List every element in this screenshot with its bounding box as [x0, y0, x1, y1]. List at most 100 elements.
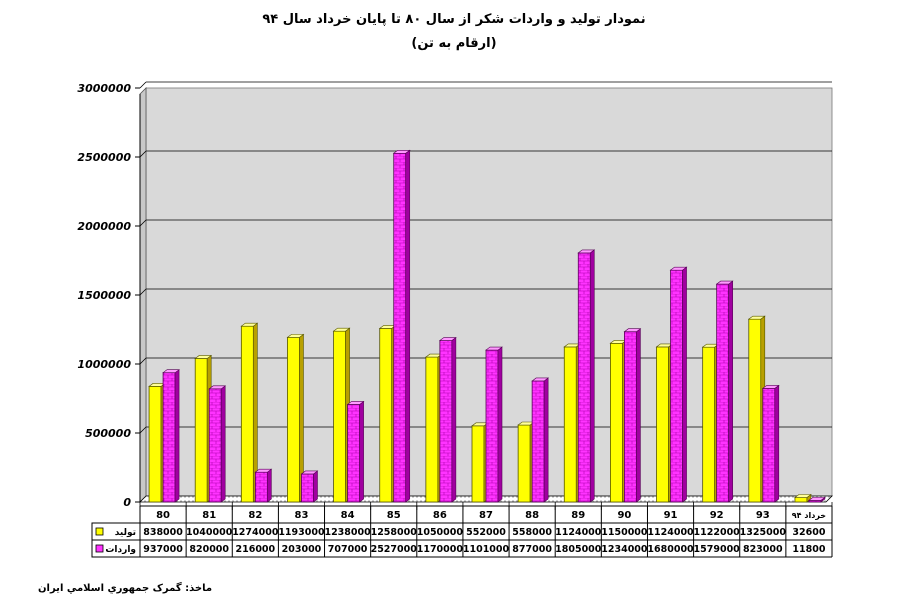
data-label: 937000: [143, 544, 183, 555]
data-label: 707000: [328, 544, 368, 555]
data-label: 1274000: [232, 527, 279, 538]
data-label: 1040000: [186, 527, 233, 538]
bar-imports-front: [254, 471, 268, 503]
bar-imports-top: [208, 385, 227, 390]
data-label: 2527000: [371, 544, 418, 555]
bar-imports-top: [254, 468, 273, 473]
x-tick-label: 84: [341, 510, 355, 521]
data-label: 552000: [466, 527, 506, 538]
bar-imports-top: [392, 149, 411, 154]
bar-production-front: [517, 424, 531, 503]
bar-production-front: [240, 325, 254, 503]
gridline-side: [139, 219, 147, 227]
bar-imports-front: [762, 388, 776, 503]
gridline-side: [139, 81, 147, 89]
bar-production-front: [610, 342, 623, 503]
gridline-side: [139, 357, 147, 365]
bar-production-front: [794, 497, 808, 503]
legend-label-production: تولید: [115, 528, 136, 538]
bar-production-top: [286, 334, 305, 338]
bar-imports-front: [531, 380, 545, 503]
bar-imports-front: [347, 404, 361, 503]
y-tick-label: 1000000: [77, 358, 131, 371]
data-label: 1805000: [555, 544, 602, 555]
gridline-side: [139, 150, 147, 158]
data-label: 823000: [743, 544, 783, 555]
bar-imports-top: [808, 497, 826, 501]
bar-imports-side: [589, 249, 595, 503]
bar-production-front: [287, 336, 300, 503]
chart-title: نمودار تولید و واردات شکر از سال ۸۰ تا پ…: [262, 12, 646, 27]
data-label: 11800: [792, 544, 825, 555]
x-tick-label: ۹۴ خرداد: [792, 511, 826, 520]
bar-imports-side: [267, 468, 272, 503]
x-tick-label: 82: [248, 510, 262, 521]
bar-production-front: [194, 358, 208, 503]
y-tick-label: 2500000: [77, 151, 131, 164]
x-tick-label: 92: [710, 510, 724, 521]
bar-production-top: [194, 355, 213, 359]
bar-imports-side: [497, 346, 503, 503]
x-tick-label: 85: [387, 510, 401, 521]
bar-imports-side: [220, 385, 226, 503]
data-label: 1258000: [371, 527, 418, 538]
bar-imports-side: [728, 280, 733, 503]
chart-subtitle: (ارقام به تن): [411, 36, 497, 51]
plot-side-wall: [139, 87, 147, 503]
bar-imports-front: [624, 331, 637, 503]
bar-imports-side: [405, 149, 411, 503]
bar-imports-top: [438, 337, 457, 341]
data-label: 1579000: [694, 544, 741, 555]
bar-production-front: [379, 327, 393, 503]
y-tick-label: 1500000: [77, 289, 131, 302]
bar-production-front: [563, 346, 577, 503]
bar-production-top: [240, 322, 259, 327]
bar-imports-top: [485, 346, 503, 351]
data-label: 1325000: [740, 527, 787, 538]
bar-imports-front: [162, 372, 176, 503]
bar-imports-top: [715, 280, 734, 285]
bar-imports-top: [531, 377, 550, 382]
data-label: 1124000: [647, 527, 694, 538]
data-label: 32600: [792, 527, 825, 538]
bar-imports-front: [439, 340, 453, 503]
bar-imports-side: [359, 400, 364, 503]
gridline-side: [139, 426, 147, 434]
data-label: 216000: [235, 544, 275, 555]
bar-imports-side: [543, 377, 549, 503]
data-label: 838000: [143, 527, 183, 538]
x-tick-label: 87: [479, 510, 493, 521]
bar-imports-front: [393, 152, 407, 503]
bar-imports-side: [774, 384, 780, 503]
bar-imports-top: [623, 328, 642, 333]
data-label: 1150000: [601, 527, 648, 538]
legend-swatch-production: [95, 527, 104, 536]
legend-label-imports: واردات: [105, 545, 136, 555]
data-label: 1234000: [601, 544, 648, 555]
y-tick-label: 2000000: [77, 220, 131, 233]
bar-production-front: [333, 330, 347, 503]
bar-production-front: [702, 346, 716, 503]
data-label: 1122000: [694, 527, 741, 538]
y-tick-label: 3000000: [77, 82, 131, 95]
data-label: 1680000: [647, 544, 694, 555]
bar-production-front: [425, 356, 439, 503]
bar-imports-top: [162, 369, 180, 373]
data-label: 203000: [282, 544, 322, 555]
data-label: 558000: [512, 527, 552, 538]
bar-imports-top: [300, 470, 319, 475]
x-tick-label: 81: [202, 510, 216, 521]
x-tick-label: 88: [525, 510, 539, 521]
legend-swatch-imports: [95, 544, 104, 553]
x-tick-label: 91: [664, 510, 678, 521]
x-tick-label: 89: [571, 510, 585, 521]
data-label: 1193000: [278, 527, 325, 538]
bar-imports-front: [208, 388, 222, 503]
bar-imports-front: [670, 269, 683, 503]
x-tick-label: 93: [756, 510, 770, 521]
bar-imports-front: [485, 349, 499, 503]
bar-production-top: [747, 315, 766, 320]
x-tick-label: 83: [295, 510, 309, 521]
bar-production-front: [748, 318, 762, 503]
x-tick-label: 86: [433, 510, 447, 521]
